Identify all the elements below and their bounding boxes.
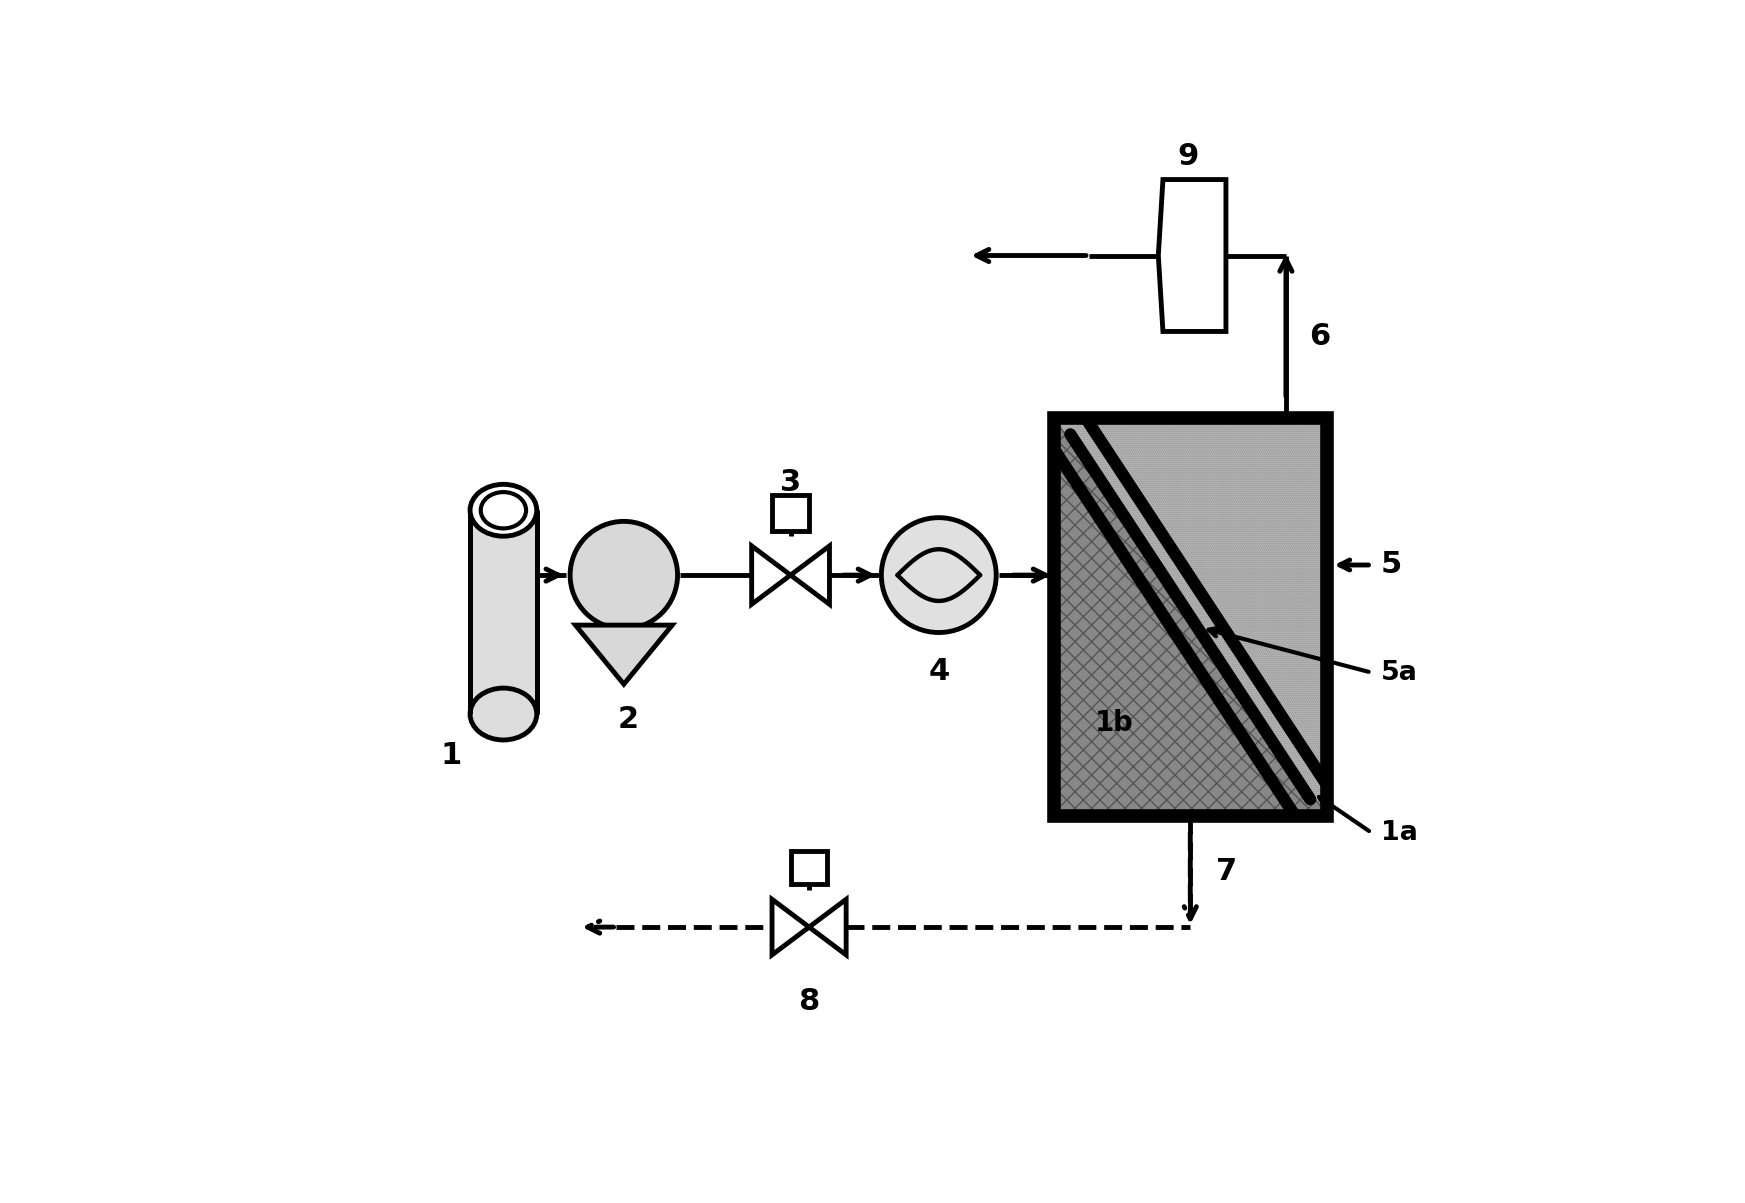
Text: 2: 2 <box>618 705 639 734</box>
Bar <box>792 852 827 884</box>
Text: 4: 4 <box>928 657 949 686</box>
Ellipse shape <box>881 517 996 633</box>
Text: 8: 8 <box>799 986 820 1015</box>
Polygon shape <box>1054 417 1326 816</box>
Text: 5a: 5a <box>1380 659 1417 686</box>
Polygon shape <box>810 900 846 955</box>
Text: 7: 7 <box>1216 857 1237 887</box>
Text: 9: 9 <box>1178 142 1199 171</box>
Text: 1: 1 <box>441 741 462 770</box>
Text: 1b: 1b <box>1094 710 1133 737</box>
Polygon shape <box>1159 179 1227 332</box>
Text: 3: 3 <box>780 468 801 497</box>
Ellipse shape <box>571 521 677 629</box>
Polygon shape <box>790 546 829 604</box>
Polygon shape <box>771 900 810 955</box>
Ellipse shape <box>469 485 537 537</box>
Bar <box>1054 417 1326 816</box>
Bar <box>1054 417 1326 816</box>
Bar <box>469 510 537 715</box>
Text: 5: 5 <box>1380 551 1401 580</box>
Text: 6: 6 <box>1309 322 1330 351</box>
Ellipse shape <box>469 688 537 740</box>
Polygon shape <box>576 626 672 685</box>
Polygon shape <box>752 546 790 604</box>
Polygon shape <box>1054 417 1326 816</box>
Text: 1a: 1a <box>1380 819 1417 846</box>
Bar <box>771 496 810 531</box>
